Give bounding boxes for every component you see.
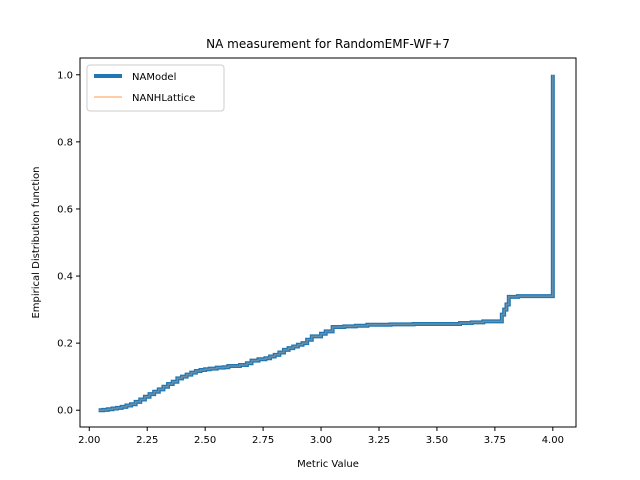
legend-label-1: NAModel bbox=[132, 72, 176, 83]
x-tick-label: 2.75 bbox=[252, 435, 274, 446]
x-tick-label: 3.50 bbox=[426, 435, 448, 446]
x-tick-label: 4.00 bbox=[542, 435, 564, 446]
x-tick-label: 3.75 bbox=[484, 435, 506, 446]
x-axis: 2.00 2.25 2.50 2.75 3.00 3.25 3.50 3.75 4.00 bbox=[78, 427, 564, 446]
y-tick-label: 0.6 bbox=[57, 204, 73, 215]
x-tick-label: 2.00 bbox=[78, 435, 100, 446]
y-axis: 0.0 0.2 0.4 0.6 0.8 1.0 bbox=[57, 70, 80, 417]
x-tick-label: 3.00 bbox=[310, 435, 332, 446]
y-tick-label: 0.8 bbox=[57, 137, 73, 148]
y-tick-label: 0.4 bbox=[57, 272, 73, 283]
series-line-1 bbox=[98, 74, 555, 413]
x-tick-label: 2.50 bbox=[194, 435, 216, 446]
x-tick-label: 3.25 bbox=[368, 435, 390, 446]
plot-area bbox=[79, 57, 577, 428]
chart-title: NA measurement for RandomEMF-WF+7 bbox=[206, 37, 450, 51]
series-line-2 bbox=[98, 74, 554, 411]
x-tick-label: 2.25 bbox=[136, 435, 158, 446]
series-layer bbox=[98, 74, 555, 413]
legend: NAModel NANHLattice bbox=[86, 64, 225, 112]
y-tick-label: 0.2 bbox=[57, 339, 73, 350]
x-axis-label: Metric Value bbox=[297, 459, 359, 470]
y-axis-label: Empirical Distribution function bbox=[31, 166, 42, 318]
y-tick-label: 0.0 bbox=[57, 406, 73, 417]
legend-label-2: NANHLattice bbox=[132, 93, 195, 104]
legend-items: NAModel NANHLattice bbox=[94, 72, 195, 104]
axes-frame bbox=[79, 57, 577, 428]
y-tick-label: 1.0 bbox=[57, 70, 73, 81]
